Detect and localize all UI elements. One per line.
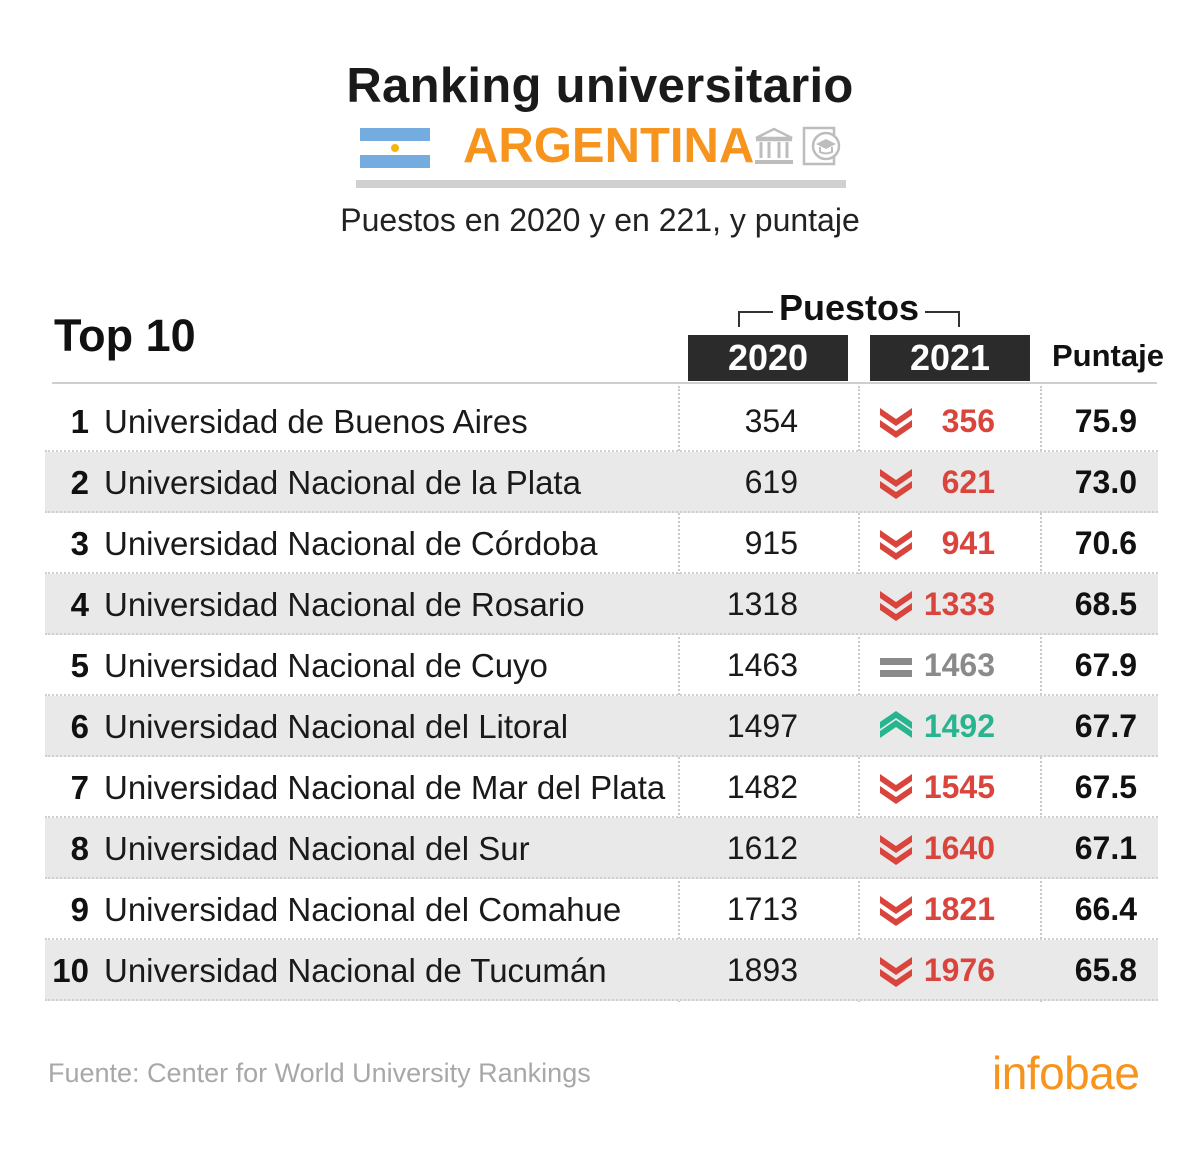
- trend-down-icon: [880, 957, 912, 987]
- table-row: 7 Universidad Nacional de Mar del Plata 14…: [45, 757, 1158, 818]
- score-cell: 66.4: [1074, 891, 1137, 927]
- table-row: 9 Universidad Nacional del Comahue 1713 182…: [45, 879, 1158, 940]
- university-name: Universidad de Buenos Aires: [104, 403, 528, 440]
- university-name: Universidad Nacional de la Plata: [104, 464, 581, 501]
- score-cell: 67.1: [1074, 830, 1137, 866]
- position-2021-cell: 941: [941, 525, 995, 561]
- university-name: Universidad Nacional del Litoral: [104, 708, 569, 745]
- table-row: 2 Universidad Nacional de la Plata 619 621 7…: [45, 452, 1158, 513]
- table-row: 10 Universidad Nacional de Tucumán 1893 197…: [45, 940, 1158, 1001]
- rank-cell: 9: [70, 891, 89, 928]
- university-name: Universidad Nacional de Rosario: [104, 586, 585, 623]
- column-header-2020: 2020: [688, 335, 848, 381]
- infobae-logo: infobae: [992, 1047, 1140, 1099]
- trend-down-icon: [880, 530, 912, 560]
- university-name: Universidad Nacional de Mar del Plata: [104, 769, 666, 806]
- rank-cell: 5: [70, 647, 89, 684]
- position-2020-cell: 1482: [726, 769, 798, 805]
- chart-subtitle: Puestos en 2020 y en 221, y puntaje: [340, 202, 860, 238]
- university-name: Universidad Nacional de Tucumán: [104, 952, 607, 989]
- university-name: Universidad Nacional de Cuyo: [104, 647, 548, 684]
- ranking-table-body: 1 Universidad de Buenos Aires 354 356 75.9 2 U…: [45, 391, 1158, 1001]
- top10-label: Top 10: [54, 310, 196, 361]
- trend-down-icon: [880, 835, 912, 865]
- trend-equal-icon: [880, 658, 912, 677]
- trend-down-icon: [880, 591, 912, 621]
- position-2020-cell: 1463: [726, 647, 798, 683]
- title-underline: [356, 180, 846, 188]
- position-2021-cell: 1492: [923, 708, 995, 744]
- position-2020-cell: 1893: [726, 952, 798, 988]
- trend-down-icon: [880, 408, 912, 438]
- table-row: 4 Universidad Nacional de Rosario 1318 1333…: [45, 574, 1158, 635]
- source-note: Fuente: Center for World University Rank…: [48, 1058, 591, 1088]
- position-2021-cell: 1545: [923, 769, 995, 805]
- table-row: 8 Universidad Nacional del Sur 1612 1640 67.…: [45, 818, 1158, 879]
- country-label: ARGENTINA: [463, 119, 755, 173]
- score-cell: 67.9: [1074, 647, 1137, 683]
- column-header-2021: 2021: [870, 335, 1030, 381]
- chart-title: Ranking universitario: [346, 59, 854, 113]
- score-cell: 65.8: [1074, 952, 1137, 988]
- rank-cell: 3: [70, 525, 89, 562]
- university-name: Universidad Nacional del Comahue: [104, 891, 622, 928]
- rank-cell: 1: [70, 403, 89, 440]
- position-2020-cell: 1713: [726, 891, 798, 927]
- position-2021-cell: 621: [941, 464, 995, 500]
- puestos-group-label: Puestos: [738, 287, 960, 329]
- rank-cell: 4: [70, 586, 89, 623]
- table-row: 5 Universidad Nacional de Cuyo 1463 1463 67.…: [45, 635, 1158, 696]
- position-2020-cell: 915: [744, 525, 798, 561]
- score-cell: 70.6: [1074, 525, 1137, 561]
- position-2021-cell: 1463: [923, 647, 995, 683]
- score-cell: 73.0: [1074, 464, 1137, 500]
- trend-down-icon: [880, 896, 912, 926]
- graduation-certificate-icon: [802, 126, 841, 166]
- position-2020-cell: 1497: [726, 708, 798, 744]
- table-row: 1 Universidad de Buenos Aires 354 356 75.9: [45, 391, 1158, 452]
- score-cell: 67.7: [1074, 708, 1137, 744]
- trend-down-icon: [880, 469, 912, 499]
- trend-down-icon: [880, 774, 912, 804]
- university-name: Universidad Nacional del Sur: [104, 830, 530, 867]
- position-2020-cell: 354: [744, 403, 798, 439]
- header-divider: [52, 382, 1157, 384]
- rank-cell: 6: [70, 708, 89, 745]
- position-2021-cell: 1640: [923, 830, 995, 866]
- position-2021-cell: 1821: [923, 891, 995, 927]
- rank-cell: 7: [70, 769, 89, 806]
- score-cell: 67.5: [1074, 769, 1137, 805]
- position-2020-cell: 619: [744, 464, 798, 500]
- trend-up-icon: [880, 711, 912, 738]
- rank-cell: 8: [70, 830, 89, 867]
- position-2020-cell: 1612: [726, 830, 798, 866]
- position-2021-cell: 356: [941, 403, 995, 439]
- table-row: 3 Universidad Nacional de Córdoba 915 941 70…: [45, 513, 1158, 574]
- position-2020-cell: 1318: [726, 586, 798, 622]
- rank-cell: 2: [70, 464, 89, 501]
- position-2021-cell: 1976: [923, 952, 995, 988]
- position-2021-cell: 1333: [923, 586, 995, 622]
- argentina-flag-icon: [360, 128, 430, 168]
- university-building-icon: [755, 127, 793, 164]
- rank-cell: 10: [52, 952, 89, 989]
- score-cell: 75.9: [1074, 403, 1137, 439]
- column-header-puntaje: Puntaje: [1052, 338, 1164, 373]
- table-row: 6 Universidad Nacional del Litoral 1497 149…: [45, 696, 1158, 757]
- score-cell: 68.5: [1074, 586, 1137, 622]
- university-name: Universidad Nacional de Córdoba: [104, 525, 598, 562]
